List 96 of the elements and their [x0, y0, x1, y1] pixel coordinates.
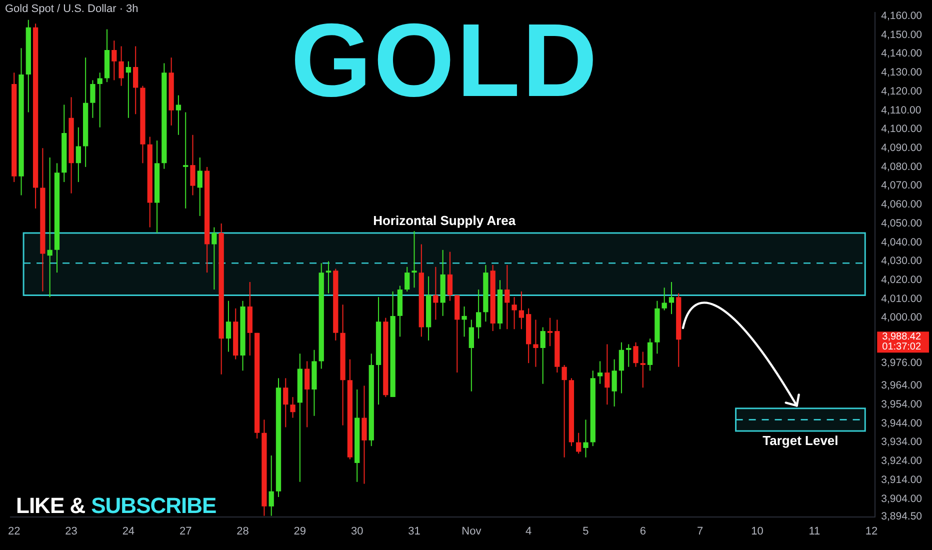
y-tick-label: 4,060.00	[881, 198, 922, 211]
candlestick	[618, 342, 624, 394]
y-tick-label: 4,050.00	[881, 217, 922, 230]
candlestick	[112, 40, 117, 81]
candlestick	[604, 344, 610, 406]
candlestick	[176, 94, 182, 136]
x-tick-label: 4	[526, 525, 532, 538]
y-tick-label: 3,976.00	[881, 356, 922, 369]
y-tick-label: 4,070.00	[881, 180, 922, 192]
x-tick-label: 23	[65, 525, 78, 538]
x-tick-label: 6	[640, 525, 646, 538]
chart-subtitle: Gold Spot / U.S. Dollar · 3h	[5, 3, 138, 15]
y-tick-label: 4,100.00	[881, 123, 922, 136]
y-tick-label: 4,030.00	[881, 255, 922, 268]
candlestick	[97, 72, 102, 128]
candlestick	[668, 281, 674, 315]
y-tick-label: 4,080.00	[881, 160, 922, 173]
candlestick	[190, 134, 196, 196]
candlestick	[412, 230, 417, 288]
candlestick	[468, 319, 474, 392]
candlestick	[404, 266, 410, 292]
x-tick-label: 7	[697, 525, 704, 538]
y-tick-label: 4,040.00	[881, 236, 922, 248]
x-tick-label: Nov	[462, 525, 482, 538]
candlestick	[583, 419, 588, 458]
x-tick-label: 30	[350, 525, 364, 538]
candlestick	[304, 360, 310, 428]
y-tick-label: 4,140.00	[881, 48, 922, 60]
y-tick-label: 3,964.00	[881, 380, 922, 392]
candlestick	[504, 264, 510, 330]
y-tick-label: 4,130.00	[881, 66, 922, 79]
candlestick	[576, 432, 582, 454]
annotation: LIKE &	[16, 493, 86, 518]
candlestick	[612, 358, 617, 407]
candlestick	[433, 266, 438, 320]
x-tick-label: 22	[8, 525, 20, 538]
annotation: SUBSCRIBE	[91, 493, 216, 518]
candlestick	[512, 296, 517, 330]
candlestick	[283, 378, 288, 428]
text: 01:37:02	[882, 341, 922, 352]
candlestick	[662, 287, 667, 311]
candlestick	[647, 338, 653, 372]
y-tick-label: 4,000.00	[881, 312, 922, 324]
candlestick	[212, 226, 217, 290]
y-tick-label: 4,090.00	[881, 142, 922, 154]
candlestick	[197, 157, 202, 216]
candlestick	[90, 80, 96, 118]
band-label: Horizontal Supply Area	[373, 213, 516, 228]
candlestick	[562, 364, 567, 458]
text: 3,988.42	[882, 331, 922, 342]
candlestick	[268, 455, 274, 516]
y-tick-label: 3,924.00	[881, 455, 922, 468]
y-tick-label: 4,110.00	[881, 104, 922, 116]
candlestick	[640, 351, 646, 388]
candlestick	[47, 157, 52, 298]
x-tick-label: 31	[408, 525, 420, 538]
y-tick-label: 3,904.00	[881, 492, 922, 505]
y-tick-label: 3,914.00	[881, 474, 922, 486]
candlestick	[326, 260, 332, 294]
chart-title: GOLD	[290, 3, 600, 119]
candlestick	[76, 126, 81, 183]
y-tick-label: 4,120.00	[881, 85, 922, 98]
y-tick-label: 4,020.00	[881, 274, 922, 286]
y-tick-label: 4,010.00	[881, 292, 922, 305]
candlestick	[290, 396, 296, 418]
x-tick-label: 10	[751, 525, 764, 538]
y-tick-label: 4,160.00	[881, 10, 922, 22]
candlestick	[447, 251, 453, 302]
candlestick	[462, 306, 467, 338]
x-tick-label: 24	[122, 525, 135, 538]
candlestick	[126, 60, 132, 118]
y-tick-label: 4,150.00	[881, 28, 922, 41]
y-tick-label: 3,944.00	[881, 417, 922, 430]
x-tick-label: 29	[294, 525, 306, 538]
candlestick	[518, 290, 524, 330]
x-tick-label: 27	[179, 525, 192, 538]
candlestick	[540, 326, 546, 384]
x-tick-label: 11	[808, 525, 820, 538]
x-tick-label: 28	[236, 525, 249, 538]
candlestick	[547, 317, 553, 347]
x-tick-label: 5	[582, 525, 589, 538]
y-tick-label: 3,954.00	[881, 398, 922, 410]
candlestick	[133, 46, 138, 115]
candlestick	[183, 112, 188, 209]
candlestick	[118, 46, 124, 86]
candlestick	[626, 344, 632, 368]
candlestick	[362, 385, 367, 484]
x-tick-label: 12	[865, 525, 878, 538]
y-tick-label: 3,894.50	[881, 510, 922, 523]
candlestick	[476, 289, 482, 340]
candlestick	[597, 360, 603, 384]
candlestick	[533, 319, 538, 368]
y-tick-label: 3,934.00	[881, 436, 922, 448]
candlestick	[226, 300, 232, 352]
candlestick	[633, 342, 638, 368]
band-label: Target Level	[762, 433, 838, 448]
